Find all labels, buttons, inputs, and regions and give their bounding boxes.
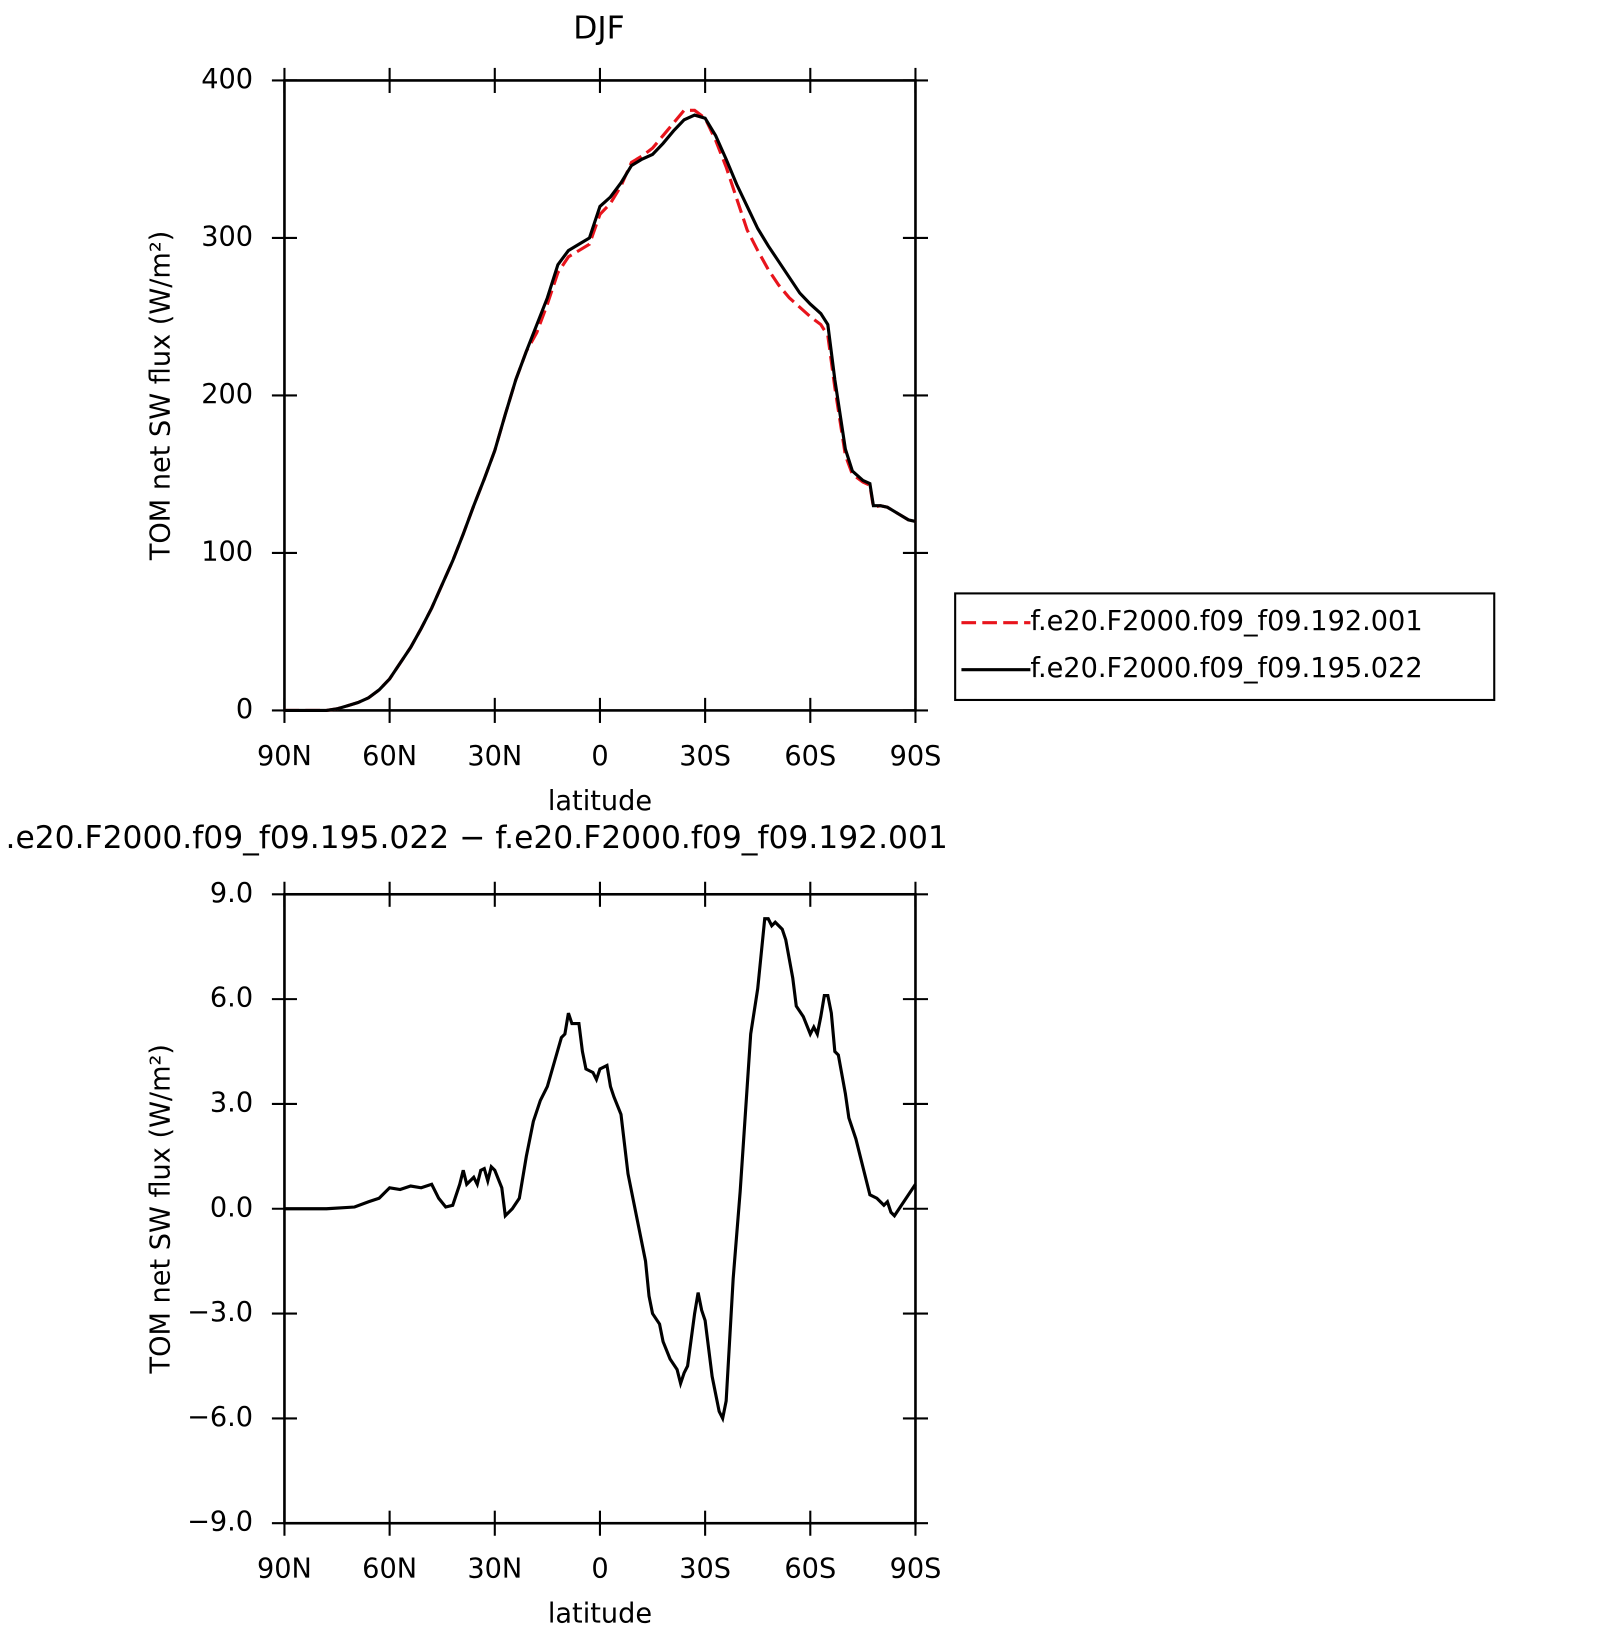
x-tick-label: 90N [257,1554,312,1585]
y-tick-label: 0 [236,694,253,725]
series-line [284,917,917,1424]
x-tick-label: 0 [591,1554,608,1585]
chart-title: .e20.F2000.f09_f09.195.022 − f.e20.F2000… [6,820,948,856]
y-axis-label: TOM net SW flux (W/m²) [146,1044,177,1375]
plot-frame [283,79,917,712]
x-tick-label: 30N [467,1554,522,1585]
x-tick-label: 60S [784,1554,836,1585]
y-tick-label: −6.0 [187,1402,253,1433]
legend-label: f.e20.F2000.f09_f09.195.022 [1030,653,1422,684]
x-tick-label: 30N [467,741,522,772]
x-tick-label: 30S [679,741,731,772]
x-tick-label: 60N [362,1554,417,1585]
x-tick-label: 90N [257,741,312,772]
x-axis-label: latitude [548,1599,652,1630]
y-tick-label: 6.0 [210,983,253,1014]
legend-label: f.e20.F2000.f09_f09.192.001 [1030,606,1422,637]
y-axis-label: TOM net SW flux (W/m²) [146,231,177,562]
plot-frame [283,892,917,1525]
y-tick-label: 300 [201,221,253,252]
x-tick-label: 90S [890,741,942,772]
series-line [284,108,916,712]
y-tick-label: −3.0 [187,1297,253,1328]
y-tick-label: 200 [201,379,253,410]
series-line [284,113,916,712]
x-tick-label: 60S [784,741,836,772]
x-axis-label: latitude [548,786,652,817]
legend-box [954,592,1496,702]
x-tick-label: 60N [362,741,417,772]
y-tick-label: 3.0 [210,1087,253,1118]
y-tick-label: 100 [201,536,253,567]
x-tick-label: 0 [591,741,608,772]
y-tick-label: 400 [201,64,253,95]
y-tick-label: −9.0 [187,1507,253,1538]
y-tick-label: 0.0 [210,1192,253,1223]
y-tick-label: 9.0 [210,878,253,909]
x-tick-label: 90S [890,1554,942,1585]
x-tick-label: 30S [679,1554,731,1585]
chart-title: DJF [573,10,624,46]
